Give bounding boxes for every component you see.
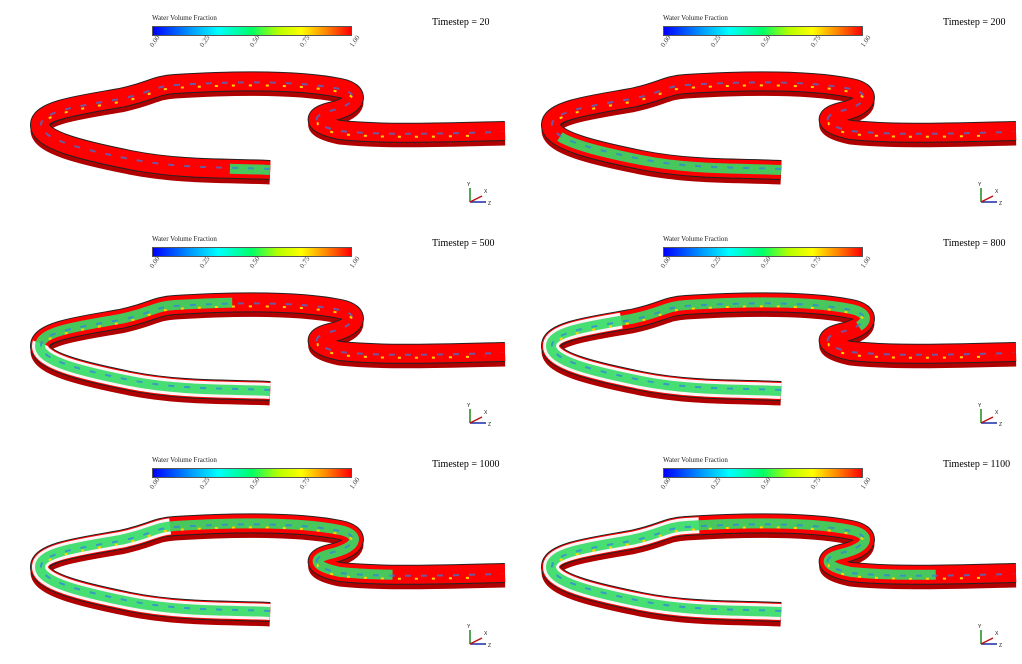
timestep-label: Timestep = 1000 bbox=[432, 459, 500, 470]
water-turbulence bbox=[551, 523, 1016, 612]
axis-label: Z bbox=[488, 422, 491, 428]
axis-label: X bbox=[484, 189, 488, 195]
channel-render: Y XZ bbox=[29, 292, 506, 428]
axis-triad-icon: Y XZ bbox=[978, 403, 1002, 428]
channel-render: Y XZ bbox=[540, 71, 1017, 207]
axis-triad-icon: Y XZ bbox=[978, 182, 1002, 207]
colorbar bbox=[152, 468, 352, 478]
timestep-label: Timestep = 500 bbox=[432, 238, 495, 249]
simulation-panel: Water Volume Fraction 0.00 0.25 0.50 0.75 1.0… bbox=[511, 0, 1022, 221]
axis-label: Z bbox=[488, 201, 491, 207]
axis-label: X bbox=[995, 410, 999, 416]
simulation-panel: Water Volume Fraction 0.00 0.25 0.50 0.75 1.0… bbox=[511, 221, 1022, 442]
colorbar bbox=[663, 468, 863, 478]
channel-render: Y XZ bbox=[29, 513, 506, 649]
colorbar bbox=[663, 26, 863, 36]
simulation-panel: Water Volume Fraction 0.00 0.25 0.50 0.75 1.0… bbox=[0, 0, 511, 221]
colorbar-title: Water Volume Fraction bbox=[152, 456, 217, 464]
simulation-panel: Water Volume Fraction 0.00 0.25 0.50 0.75 1.0… bbox=[511, 442, 1022, 663]
colorbar bbox=[663, 247, 863, 257]
channel-render: Y XZ bbox=[540, 292, 1017, 428]
axis-label: Y bbox=[467, 403, 471, 409]
axis-label: Z bbox=[488, 643, 491, 649]
colorbar bbox=[152, 26, 352, 36]
axis-triad-icon: Y XZ bbox=[467, 403, 491, 428]
colorbar-title: Water Volume Fraction bbox=[152, 235, 217, 243]
axis-label: Z bbox=[999, 643, 1002, 649]
timestep-label: Timestep = 800 bbox=[943, 238, 1006, 249]
colorbar-title: Water Volume Fraction bbox=[663, 14, 728, 22]
axis-label: Z bbox=[999, 422, 1002, 428]
axis-triad-icon: Y XZ bbox=[467, 182, 491, 207]
water-turbulence bbox=[40, 523, 505, 612]
axis-label: X bbox=[995, 189, 999, 195]
axis-label: Y bbox=[467, 182, 471, 188]
colorbar-title: Water Volume Fraction bbox=[663, 456, 728, 464]
colorbar bbox=[152, 247, 352, 257]
simulation-panel: Water Volume Fraction 0.00 0.25 0.50 0.75 1.0… bbox=[0, 221, 511, 442]
axis-label: X bbox=[995, 631, 999, 637]
axis-label: X bbox=[484, 631, 488, 637]
timestep-label: Timestep = 20 bbox=[432, 17, 490, 28]
axis-label: Y bbox=[978, 403, 982, 409]
axis-triad-icon: Y XZ bbox=[467, 624, 491, 649]
colorbar-title: Water Volume Fraction bbox=[152, 14, 217, 22]
axis-label: Z bbox=[999, 201, 1002, 207]
channel-render: Y XZ bbox=[540, 513, 1017, 649]
axis-label: X bbox=[484, 410, 488, 416]
timestep-label: Timestep = 200 bbox=[943, 17, 1006, 28]
axis-label: Y bbox=[978, 182, 982, 188]
colorbar-title: Water Volume Fraction bbox=[663, 235, 728, 243]
axis-triad-icon: Y XZ bbox=[978, 624, 1002, 649]
axis-label: Y bbox=[467, 624, 471, 630]
simulation-panel: Water Volume Fraction 0.00 0.25 0.50 0.75 1.0… bbox=[0, 442, 511, 663]
channel-render: Y XZ bbox=[29, 71, 506, 207]
timestep-label: Timestep = 1100 bbox=[943, 459, 1011, 470]
axis-label: Y bbox=[978, 624, 982, 630]
